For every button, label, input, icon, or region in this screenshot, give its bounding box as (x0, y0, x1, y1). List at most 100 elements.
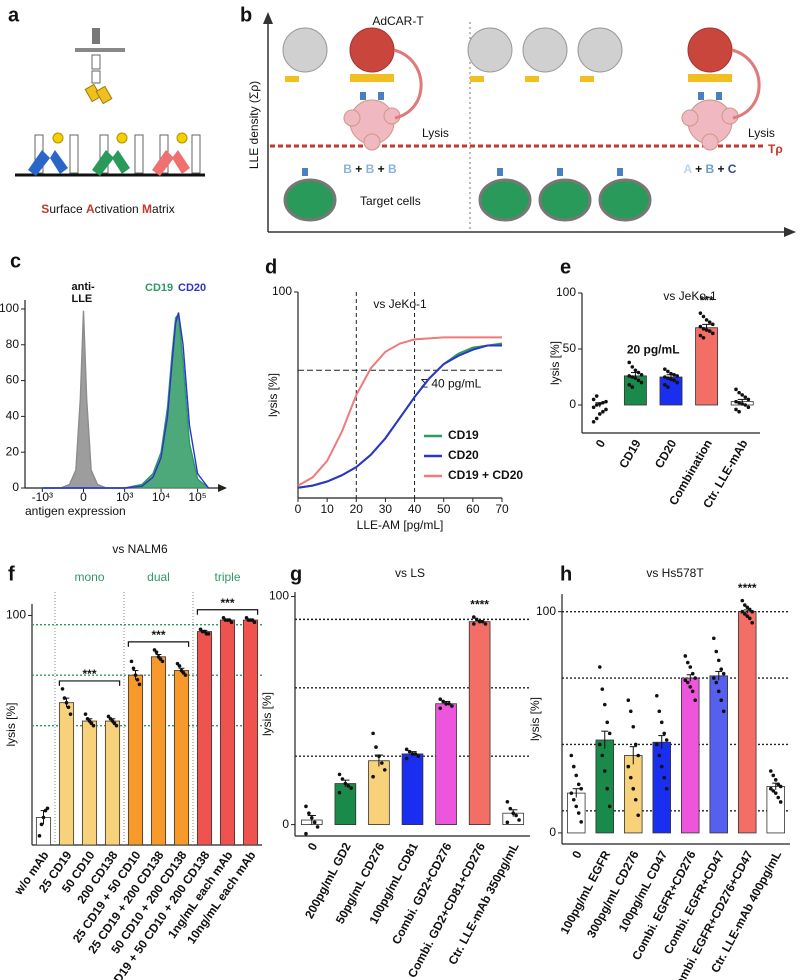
data-point (438, 706, 443, 711)
data-point (600, 753, 605, 758)
data-point (129, 659, 134, 664)
data-point (659, 764, 664, 769)
data-point (627, 383, 632, 387)
combo-part: + (714, 162, 728, 176)
x-axis-arrow (218, 484, 227, 492)
data-point (252, 620, 257, 625)
caption-part: S (41, 202, 49, 216)
y-tick-label: 100 (536, 604, 556, 618)
data-point (60, 687, 65, 691)
data-point (669, 377, 673, 382)
combo-part: + (352, 162, 366, 176)
y-tick-label: 100 (269, 589, 289, 603)
bar (127, 674, 144, 846)
x-tick-label: Combi. GD2+CD276 (389, 840, 455, 947)
data-point (750, 609, 754, 614)
series-label: CD19 (145, 282, 174, 294)
data-point (315, 825, 320, 829)
bar (219, 619, 236, 846)
data-point (746, 397, 751, 402)
caption-part: atrix (152, 202, 175, 216)
bar (623, 375, 647, 406)
data-point (630, 375, 635, 379)
group-label: mono (74, 570, 104, 584)
data-point (438, 697, 443, 701)
bar (58, 702, 75, 846)
y-tick-label: 100 (6, 608, 26, 622)
data-point (628, 709, 633, 714)
data-point (628, 775, 633, 780)
data-point (37, 834, 42, 838)
data-point (600, 687, 605, 691)
data-point (747, 607, 752, 612)
data-point (773, 791, 778, 795)
data-point (630, 365, 635, 369)
data-point (41, 815, 46, 820)
annotation: 20 pg/mL (627, 343, 680, 357)
data-point (771, 773, 776, 778)
data-point (514, 813, 518, 818)
y-axis-label: lysis [%] (548, 341, 562, 385)
data-point (177, 664, 182, 668)
data-point (416, 754, 421, 758)
significance-bracket (127, 641, 190, 647)
data-point (605, 786, 610, 791)
data-point (675, 380, 679, 385)
bar (695, 327, 719, 406)
bar (567, 792, 586, 834)
combo-part: B (388, 162, 397, 176)
data-point (631, 724, 636, 729)
x-tick-label: 10⁵ (188, 490, 206, 504)
line-series (297, 344, 502, 489)
data-point (410, 752, 415, 756)
y-tick-label: 60 (6, 373, 20, 387)
data-point (688, 665, 693, 669)
combo-part: B (705, 162, 714, 176)
x-axis-label: antigen expression (25, 504, 126, 518)
y-tick-label: 40 (6, 409, 20, 423)
data-point (773, 778, 778, 782)
data-point (690, 689, 695, 694)
data-point (601, 409, 605, 414)
y-axis-label: lysis [%] (260, 692, 274, 736)
data-point (701, 336, 706, 340)
data-point (382, 768, 387, 772)
data-point (404, 747, 409, 752)
series-label: CD20 (178, 282, 206, 294)
bar (401, 753, 424, 825)
data-point (83, 712, 88, 716)
data-point (571, 764, 576, 769)
annotation: **** (738, 581, 757, 595)
car-receptor (75, 28, 125, 105)
panel-letter: g (290, 563, 302, 585)
data-point (704, 318, 709, 322)
data-point (569, 791, 574, 795)
data-point (662, 775, 667, 780)
data-point (604, 407, 608, 412)
antigen-combo: A + B + C (684, 162, 737, 176)
annotation: *** (82, 667, 96, 681)
y-axis-label: lysis [%] (528, 697, 542, 741)
data-point (304, 831, 308, 836)
data-point (472, 615, 476, 619)
data-point (627, 374, 632, 378)
data-point (626, 698, 631, 702)
data-point (701, 327, 706, 331)
caption: Surface Activation Matrix (41, 202, 174, 216)
data-point (160, 659, 165, 664)
data-point (704, 328, 709, 332)
data-point (666, 385, 670, 389)
data-point (745, 605, 750, 610)
data-point (349, 786, 353, 790)
data-point (740, 393, 744, 397)
data-point (505, 799, 510, 804)
data-point (707, 320, 712, 324)
x-tick-label: 0 (569, 848, 585, 861)
combo-part: C (728, 162, 737, 176)
x-tick-label: 10 (320, 502, 334, 516)
bar (150, 656, 167, 846)
data-point (444, 701, 448, 706)
data-point (304, 804, 308, 809)
data-point (68, 712, 73, 716)
combo-part: B (366, 162, 375, 176)
